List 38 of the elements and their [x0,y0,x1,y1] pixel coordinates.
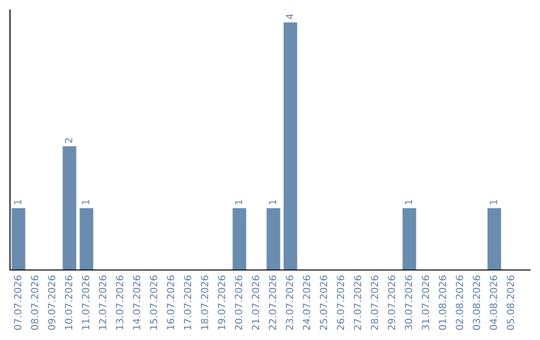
x-tick-label: 05.08.2026 [506,275,514,330]
x-tick-label: 17.07.2026 [184,275,192,330]
x-tick-label: 27.07.2026 [354,275,362,330]
x-tick-label: 08.07.2026 [30,275,38,330]
x-tick-label: 22.07.2026 [268,275,276,330]
x-tick-label: 30.07.2026 [404,275,412,330]
data-label: 1 [268,200,276,204]
x-tick-label: 10.07.2026 [64,275,72,330]
x-tick-label: 04.08.2026 [490,275,498,330]
data-label: 1 [14,200,22,204]
x-tick-label: 13.07.2026 [116,275,124,330]
data-label: 1 [490,200,497,204]
x-tick-label: 19.07.2026 [218,275,226,330]
x-tick-label: 09.07.2026 [48,275,56,330]
x-tick-label: 31.07.2026 [422,275,430,330]
data-label: 1 [404,200,412,204]
x-tick-label: 28.07.2026 [370,275,378,330]
x-tick-label: 16.07.2026 [166,275,174,330]
x-tick-label: 01.08.2026 [438,275,446,330]
data-label: 4 [286,14,294,20]
x-tick-label: 25.07.2026 [320,275,328,330]
x-tick-label: 02.08.2026 [456,275,464,330]
x-tick-label: 11.07.2026 [82,275,90,330]
x-tick-label: 18.07.2026 [200,275,208,330]
x-tick-label: 24.07.2026 [302,275,310,330]
x-tick-label: 20.07.2026 [234,275,242,330]
x-tick-label: 29.07.2026 [388,275,396,330]
data-label: 1 [235,200,242,204]
x-tick-label: 03.08.2026 [472,275,480,330]
x-tick-label: 07.07.2026 [14,275,22,330]
x-tick-label: 23.07.2026 [286,275,294,330]
x-tick-label: 14.07.2026 [132,275,140,330]
x-tick-label: 21.07.2026 [252,275,260,330]
data-label: 2 [64,138,72,143]
x-tick-label: 12.07.2026 [98,275,106,330]
x-tick-label: 15.07.2026 [150,275,158,330]
data-label: 1 [82,200,90,204]
x-tick-label: 26.07.2026 [336,275,344,330]
